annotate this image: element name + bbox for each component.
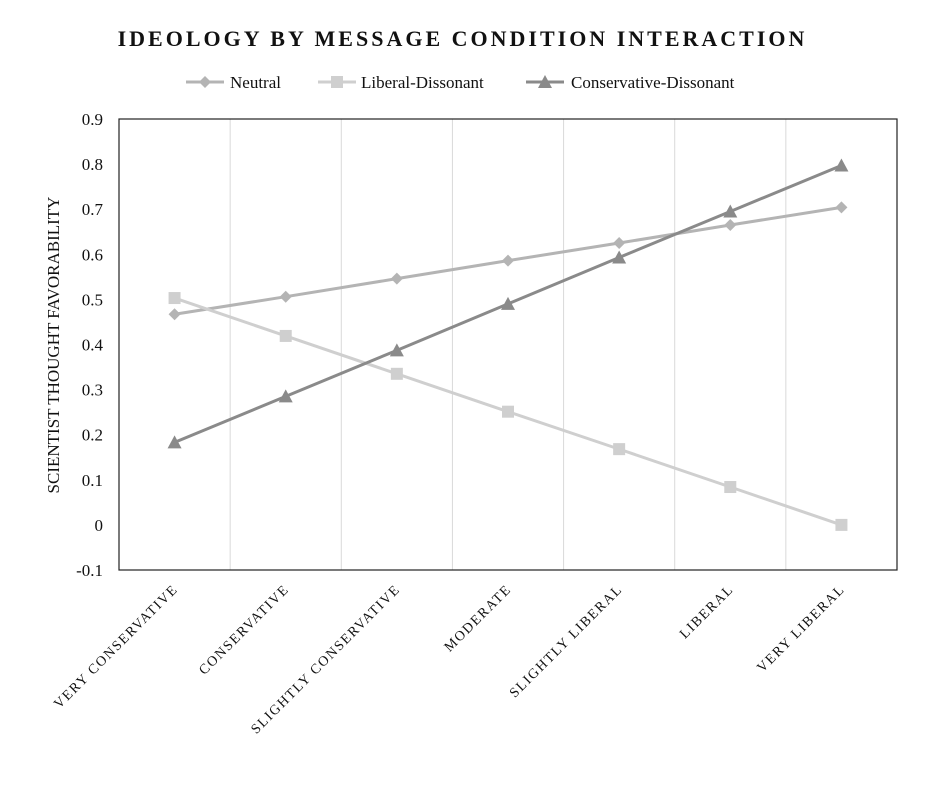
data-point-triangle [612,250,627,264]
data-point-square [168,292,181,305]
data-point-square [390,367,403,380]
data-point-square [331,76,343,88]
y-tick-label: 0.1 [82,471,103,490]
y-tick-label: 0.9 [82,110,103,129]
data-point-square [279,329,292,342]
data-point-square [502,405,514,418]
legend-label: Conservative-Dissonant [571,73,735,92]
series-conservative-dissonant [167,158,849,449]
y-tick-label: 0.5 [82,290,103,309]
data-point-triangle [167,435,182,449]
legend-item: Liberal-Dissonant [318,73,484,92]
data-point-diamond [502,254,514,267]
x-tick-label: MODERATE [442,582,515,655]
y-tick-label: -0.1 [76,561,103,580]
y-tick-label: 0.8 [82,155,103,174]
data-point-triangle [538,75,552,88]
y-axis: -0.1 0 0.1 0.2 0.3 0.4 0.5 0.6 0.7 0.8 0.9 [76,110,103,580]
y-tick-label: 0.7 [82,200,104,219]
chart-title: IDEOLOGY BY MESSAGE CONDITION INTERACTIO… [117,26,808,51]
y-tick-label: 0.4 [82,336,104,355]
data-point-diamond [613,237,626,250]
data-point-square [724,481,737,494]
data-point-diamond [199,76,211,88]
y-tick-label: 0.6 [82,245,103,264]
data-point-diamond [279,290,292,303]
legend-item: Neutral [186,73,281,92]
y-axis-label: SCIENTIST THOUGHT FAVORABILITY [44,197,63,494]
x-tick-label: CONSERVATIVE [196,582,292,678]
data-point-square [613,443,626,456]
grid [229,119,787,570]
data-point-triangle [723,204,738,218]
legend-item: Conservative-Dissonant [526,73,735,92]
plot-area-frame [118,118,898,571]
data-point-diamond [724,218,737,231]
legend-label: Neutral [230,73,281,92]
data-point-triangle [501,296,515,310]
series-neutral [168,201,848,321]
data-point-triangle [278,389,293,403]
y-tick-label: 0 [95,516,104,535]
legend-label: Liberal-Dissonant [361,73,484,92]
y-tick-label: 0.3 [82,381,103,400]
x-tick-label: VERY LIBERAL [755,582,849,676]
y-tick-label: 0.2 [82,426,103,445]
data-point-triangle [834,158,849,172]
series-group [167,158,849,531]
series-liberal-dissonant [168,292,848,531]
x-tick-label: SLIGHTLY LIBERAL [507,582,626,701]
data-point-diamond [168,308,181,321]
x-tick-label: LIBERAL [677,582,737,642]
data-point-square [835,518,848,531]
data-point-triangle [389,343,404,357]
x-tick-label: VERY CONSERVATIVE [52,582,182,712]
data-point-diamond [390,272,403,285]
data-point-diamond [835,201,848,214]
legend: Neutral Liberal-Dissonant Conservative-Dis… [186,73,735,92]
